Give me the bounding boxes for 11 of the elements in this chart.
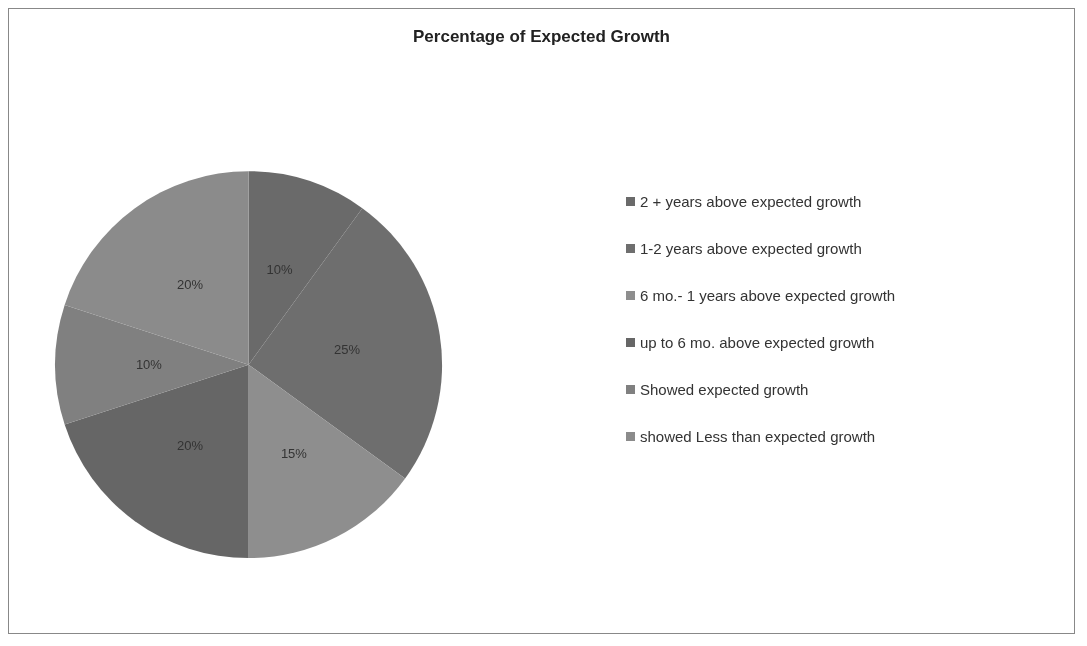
legend-label: 1-2 years above expected growth bbox=[640, 240, 862, 257]
legend-label: up to 6 mo. above expected growth bbox=[640, 334, 875, 351]
legend-label: showed Less than expected growth bbox=[640, 428, 876, 445]
data-label: 20% bbox=[177, 276, 204, 292]
data-label: 25% bbox=[334, 341, 361, 357]
legend-label: 6 mo.- 1 years above expected growth bbox=[640, 287, 896, 304]
data-label: 10% bbox=[135, 357, 163, 373]
legend-label: 2 + years above expected growth bbox=[640, 193, 862, 210]
data-label: 15% bbox=[280, 446, 308, 462]
chart-title: Percentage of Expected Growth bbox=[413, 27, 670, 46]
legend-label: Showed expected growth bbox=[640, 381, 809, 398]
